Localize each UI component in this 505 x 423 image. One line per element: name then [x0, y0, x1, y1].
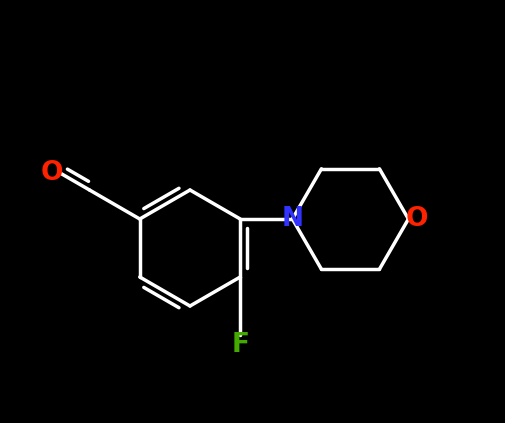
Text: N: N: [281, 206, 304, 232]
Text: O: O: [40, 159, 63, 186]
Text: O: O: [405, 206, 428, 232]
Text: F: F: [231, 332, 249, 358]
